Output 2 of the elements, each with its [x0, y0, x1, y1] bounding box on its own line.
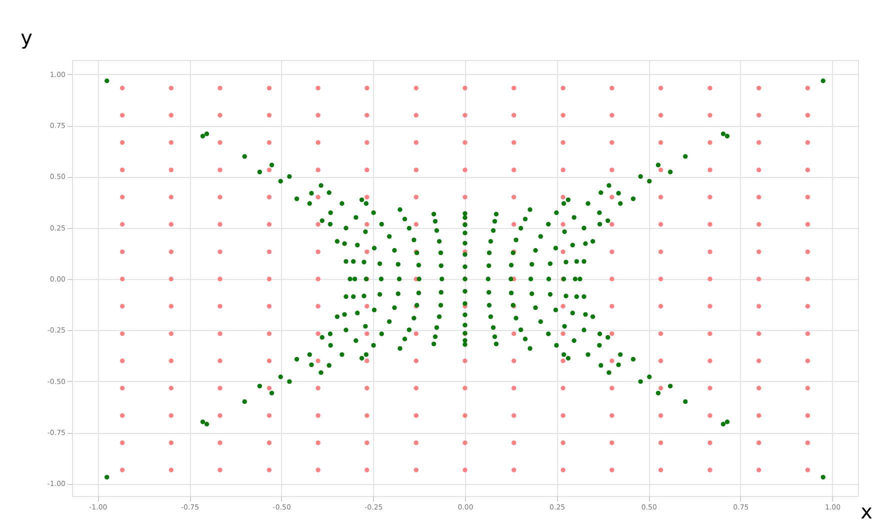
x-axis-title: x [860, 500, 873, 524]
y-axis-title: y [20, 26, 33, 50]
